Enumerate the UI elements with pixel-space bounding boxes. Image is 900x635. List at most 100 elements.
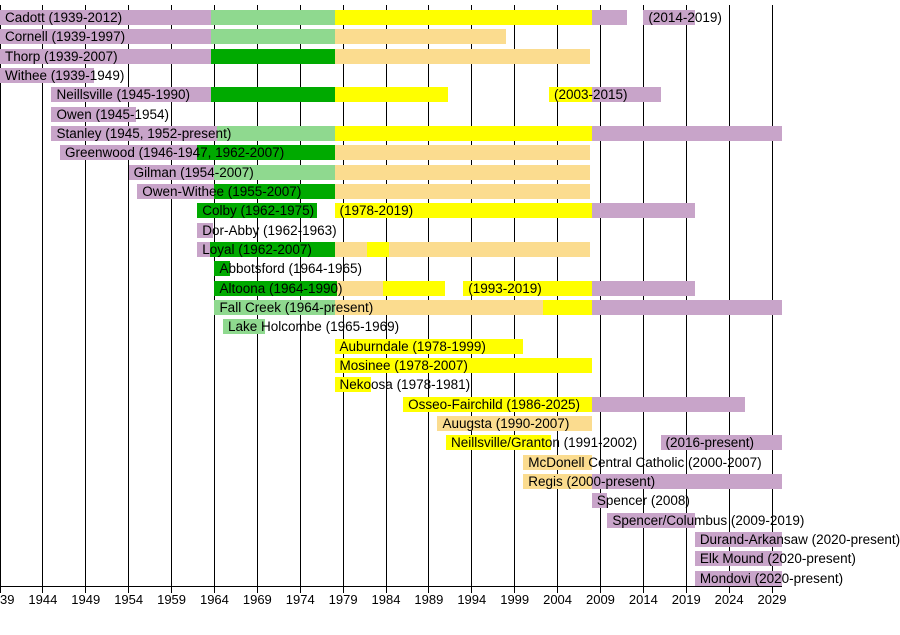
gridline-2009 bbox=[599, 5, 601, 593]
axis-tick-label: 2004 bbox=[543, 592, 573, 607]
bar-segment-loyal bbox=[367, 241, 389, 257]
axis-tick-label: 1984 bbox=[371, 592, 401, 607]
row-label-elk-mound: Elk Mound (2020-present) bbox=[699, 551, 856, 567]
bar-segment-stanley bbox=[334, 125, 592, 141]
row-label-cornell: Cornell (1939-1997) bbox=[5, 29, 126, 45]
gridline-2004 bbox=[557, 5, 559, 593]
bar-segment-neillsville bbox=[591, 87, 662, 103]
gridline-2024 bbox=[728, 5, 730, 593]
axis-tick-label: 1949 bbox=[71, 592, 101, 607]
bar-segment-cadott bbox=[211, 10, 335, 25]
row-label-loyal: Loyal (1962-2007) bbox=[202, 241, 312, 257]
bar-segment-neillsville bbox=[548, 87, 592, 103]
bar-segment-thorp bbox=[334, 48, 591, 64]
gridline-1964 bbox=[213, 5, 215, 593]
row-label-auugsta: Auugsta (1990-2007) bbox=[442, 415, 570, 431]
axis-tick-label: 1999 bbox=[500, 592, 530, 607]
row-label-thorp: Thorp (1939-2007) bbox=[5, 48, 118, 64]
bar-segment-dor-abby bbox=[197, 222, 213, 238]
bar-segment-gilman bbox=[334, 164, 591, 180]
bar-segment-mondovi bbox=[694, 570, 783, 586]
row-label-neillsville-granton: Neillsville/Granton (1991-2002) bbox=[451, 435, 638, 451]
row-label-owen-withee: Owen-Withee (1955-2007) bbox=[142, 183, 302, 199]
x-axis-line bbox=[0, 586, 783, 587]
axis-tick-label: 1979 bbox=[328, 592, 358, 607]
axis-tick-label: 2009 bbox=[585, 592, 615, 607]
row-label-altoona: Altoona (1964-1990) bbox=[219, 280, 343, 296]
bar-segment-withee bbox=[0, 67, 94, 83]
row-extra-label-colby: (1978-2019) bbox=[339, 203, 414, 219]
bar-segment-neillsville bbox=[211, 87, 335, 103]
bar-segment-elk-mound bbox=[694, 551, 783, 567]
bar-segment-owen bbox=[51, 106, 137, 122]
bar-segment-thorp bbox=[0, 48, 212, 64]
bar-segment-loyal bbox=[334, 241, 368, 257]
row-label-mondovi: Mondovi (2020-present) bbox=[699, 570, 844, 586]
row-label-gilman: Gilman (1954-2007) bbox=[133, 164, 254, 180]
bar-segment-cornell bbox=[334, 29, 507, 45]
bar-segment-stanley bbox=[591, 125, 783, 141]
gridline-1959 bbox=[171, 5, 173, 593]
axis-tick-label: 1994 bbox=[457, 592, 487, 607]
row-label-mosinee: Mosinee (1978-2007) bbox=[339, 357, 468, 373]
bar-segment-mcdonell-central-catholic bbox=[523, 454, 592, 470]
bar-segment-cornell bbox=[211, 29, 335, 45]
bar-segment-colby bbox=[197, 203, 318, 219]
row-extra-label-neillsville: (2003-2015) bbox=[553, 87, 628, 103]
bar-segment-neillsville bbox=[51, 87, 211, 103]
row-label-owen: Owen (1945-1954) bbox=[56, 106, 170, 122]
axis-tick-label: 1989 bbox=[414, 592, 444, 607]
row-label-fall-creek: Fall Creek (1964-present) bbox=[219, 299, 374, 315]
bar-segment-nekoosa bbox=[334, 377, 372, 393]
bar-segment-lake-holcombe bbox=[223, 319, 266, 335]
bar-segment-owen-withee bbox=[214, 183, 335, 199]
bar-segment-abbotsford bbox=[214, 261, 230, 277]
bar-segment-spencer bbox=[591, 493, 608, 509]
bar-segment-regis bbox=[523, 473, 592, 489]
row-extra-label-cadott: (2014-2019) bbox=[648, 10, 722, 25]
gridline-1969 bbox=[256, 5, 258, 593]
bar-segment-greenwood bbox=[60, 145, 198, 161]
axis-tick-label: 2014 bbox=[628, 592, 658, 607]
row-label-greenwood: Greenwood (1946-1947, 1962-2007) bbox=[65, 145, 285, 161]
gridline-2014 bbox=[642, 5, 644, 593]
axis-tick-label: 1964 bbox=[199, 592, 229, 607]
axis-tick-label: 1969 bbox=[242, 592, 272, 607]
axis-tick-label: 2029 bbox=[757, 592, 787, 607]
gridline-1989 bbox=[428, 5, 430, 593]
gridline-1949 bbox=[85, 5, 87, 593]
bar-segment-cornell bbox=[0, 29, 212, 45]
axis-tick-label: 1939 bbox=[0, 592, 15, 607]
row-label-dor-abby: Dor-Abby (1962-1963) bbox=[202, 222, 337, 238]
bar-segment-neillsville-granton bbox=[446, 435, 551, 451]
bar-segment-fall-creek bbox=[591, 299, 783, 315]
bar-segment-neillsville-granton bbox=[660, 435, 783, 451]
row-label-neillsville: Neillsville (1945-1990) bbox=[56, 87, 191, 103]
bar-segment-altoona bbox=[337, 280, 383, 296]
row-label-cadott: Cadott (1939-2012) bbox=[5, 10, 123, 25]
bar-segment-loyal bbox=[388, 241, 591, 257]
row-label-regis: Regis (2000-present) bbox=[528, 473, 656, 489]
gridline-2029 bbox=[771, 5, 773, 593]
gridline-1999 bbox=[514, 5, 516, 593]
row-extra-label-neillsville-granton: (2016-present) bbox=[665, 435, 755, 451]
row-label-stanley: Stanley (1945, 1952-present) bbox=[56, 125, 232, 141]
bar-segment-regis bbox=[591, 473, 783, 489]
bar-segment-mosinee bbox=[334, 357, 592, 373]
bar-segment-stanley bbox=[51, 125, 217, 141]
bar-segment-altoona bbox=[214, 280, 338, 296]
bar-segment-thorp bbox=[211, 48, 335, 64]
gridline-1984 bbox=[385, 5, 387, 593]
gridline-2019 bbox=[685, 5, 687, 593]
row-label-spencer-columbus: Spencer/Columbus (2009-2019) bbox=[612, 512, 805, 528]
bar-segment-greenwood bbox=[197, 145, 335, 161]
bar-segment-fall-creek bbox=[214, 299, 335, 315]
bar-segment-gilman bbox=[214, 164, 335, 180]
bar-segment-durand-arkansaw bbox=[694, 531, 783, 547]
row-label-colby: Colby (1962-1975) bbox=[202, 203, 315, 219]
bar-segment-fall-creek bbox=[334, 299, 543, 315]
bar-segment-loyal bbox=[210, 241, 335, 257]
bar-segment-altoona bbox=[591, 280, 695, 296]
row-label-withee: Withee (1939-1949) bbox=[5, 67, 125, 83]
